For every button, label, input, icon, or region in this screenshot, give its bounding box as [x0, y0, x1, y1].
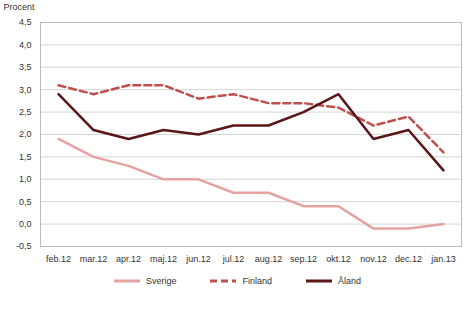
svg-text:1,5: 1,5	[19, 152, 32, 162]
html-text:Finland: Finland	[242, 276, 272, 286]
svg-text:-0,5: -0,5	[16, 241, 32, 251]
svg-text:3,0: 3,0	[19, 85, 32, 95]
svg-text:jan.13: jan.13	[430, 254, 456, 264]
svg-text:0,5: 0,5	[19, 197, 32, 207]
svg-text:maj.12: maj.12	[150, 254, 177, 264]
svg-text:4,5: 4,5	[19, 17, 32, 27]
html-text:Sverige: Sverige	[146, 276, 177, 286]
svg-text:okt.12: okt.12	[326, 254, 351, 264]
svg-text:nov.12: nov.12	[360, 254, 386, 264]
svg-text:2,0: 2,0	[19, 129, 32, 139]
svg-text:2,5: 2,5	[19, 107, 32, 117]
svg-text:feb.12: feb.12	[46, 254, 71, 264]
svg-text:Procent: Procent	[4, 2, 36, 12]
svg-text:mar.12: mar.12	[80, 254, 108, 264]
svg-text:4,0: 4,0	[19, 40, 32, 50]
svg-text:apr.12: apr.12	[116, 254, 141, 264]
svg-text:jul.12: jul.12	[222, 254, 245, 264]
svg-text:sep.12: sep.12	[290, 254, 317, 264]
svg-text:3,5: 3,5	[19, 62, 32, 72]
svg-text:jun.12: jun.12	[185, 254, 211, 264]
svg-text:1,0: 1,0	[19, 174, 32, 184]
svg-text:aug.12: aug.12	[255, 254, 283, 264]
svg-text:dec.12: dec.12	[395, 254, 422, 264]
svg-text:0,0: 0,0	[19, 219, 32, 229]
html-text:Åland: Åland	[338, 276, 361, 286]
